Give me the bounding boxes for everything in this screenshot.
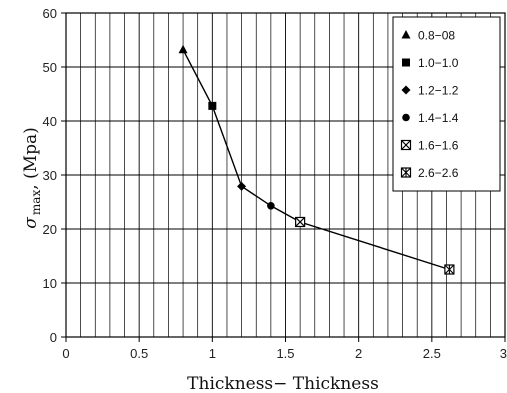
x-tick-label: 1.5 <box>276 346 294 361</box>
legend-label: 1.6−1.6 <box>418 139 459 153</box>
y-tick-label: 20 <box>43 222 57 237</box>
legend-label: 1.2−1.2 <box>418 84 459 98</box>
data-point-triangle <box>178 44 188 54</box>
legend: 0.8−08 1.0−1.0 1.2−1.2 1.4−1.4 1.6−1.6 2.6−2.… <box>392 16 501 192</box>
y-tick-label: 40 <box>43 114 57 129</box>
legend-marker-boxed-star <box>400 167 412 178</box>
y-tick-label: 0 <box>50 330 57 345</box>
data-point-circle <box>267 201 275 210</box>
y-tick-label: 60 <box>43 6 57 21</box>
legend-label: 2.6−2.6 <box>418 166 459 180</box>
legend-label: 1.4−1.4 <box>418 111 459 125</box>
legend-marker-diamond <box>401 85 411 95</box>
y-axis-subscript: max <box>29 190 43 216</box>
x-tick-label: 0.5 <box>130 346 148 361</box>
y-tick-label: 30 <box>43 168 57 183</box>
x-tick-label: 2 <box>355 346 362 361</box>
y-tick-label: 50 <box>43 60 57 75</box>
x-tick-label: 1 <box>209 346 216 361</box>
legend-marker-triangle <box>401 30 411 39</box>
x-axis-title: Thickness− Thickness <box>187 374 379 393</box>
series-line <box>182 49 450 271</box>
legend-box <box>392 16 501 192</box>
y-axis-title: σmax, (Mpa) <box>21 127 43 228</box>
y-axis-symbol: σ <box>21 217 41 229</box>
data-point-diamond <box>237 181 247 191</box>
y-axis-unit: , (Mpa) <box>21 127 41 190</box>
legend-label: 1.0−1.0 <box>418 56 459 70</box>
data-point-boxed-x <box>295 216 306 228</box>
legend-label: 0.8−08 <box>418 29 455 43</box>
legend-marker-boxed-x <box>400 139 412 151</box>
legend-marker-square <box>402 58 410 67</box>
x-tick-label: 3 <box>500 346 507 361</box>
y-tick-label: 10 <box>43 276 57 291</box>
data-point-square <box>208 101 217 110</box>
data-markers <box>178 44 455 275</box>
x-tick-label: 0 <box>62 346 69 361</box>
data-point-boxed-star <box>444 264 455 275</box>
x-tick-label: 2.5 <box>423 346 441 361</box>
axes <box>61 12 506 342</box>
legend-marker-circle <box>402 113 410 122</box>
